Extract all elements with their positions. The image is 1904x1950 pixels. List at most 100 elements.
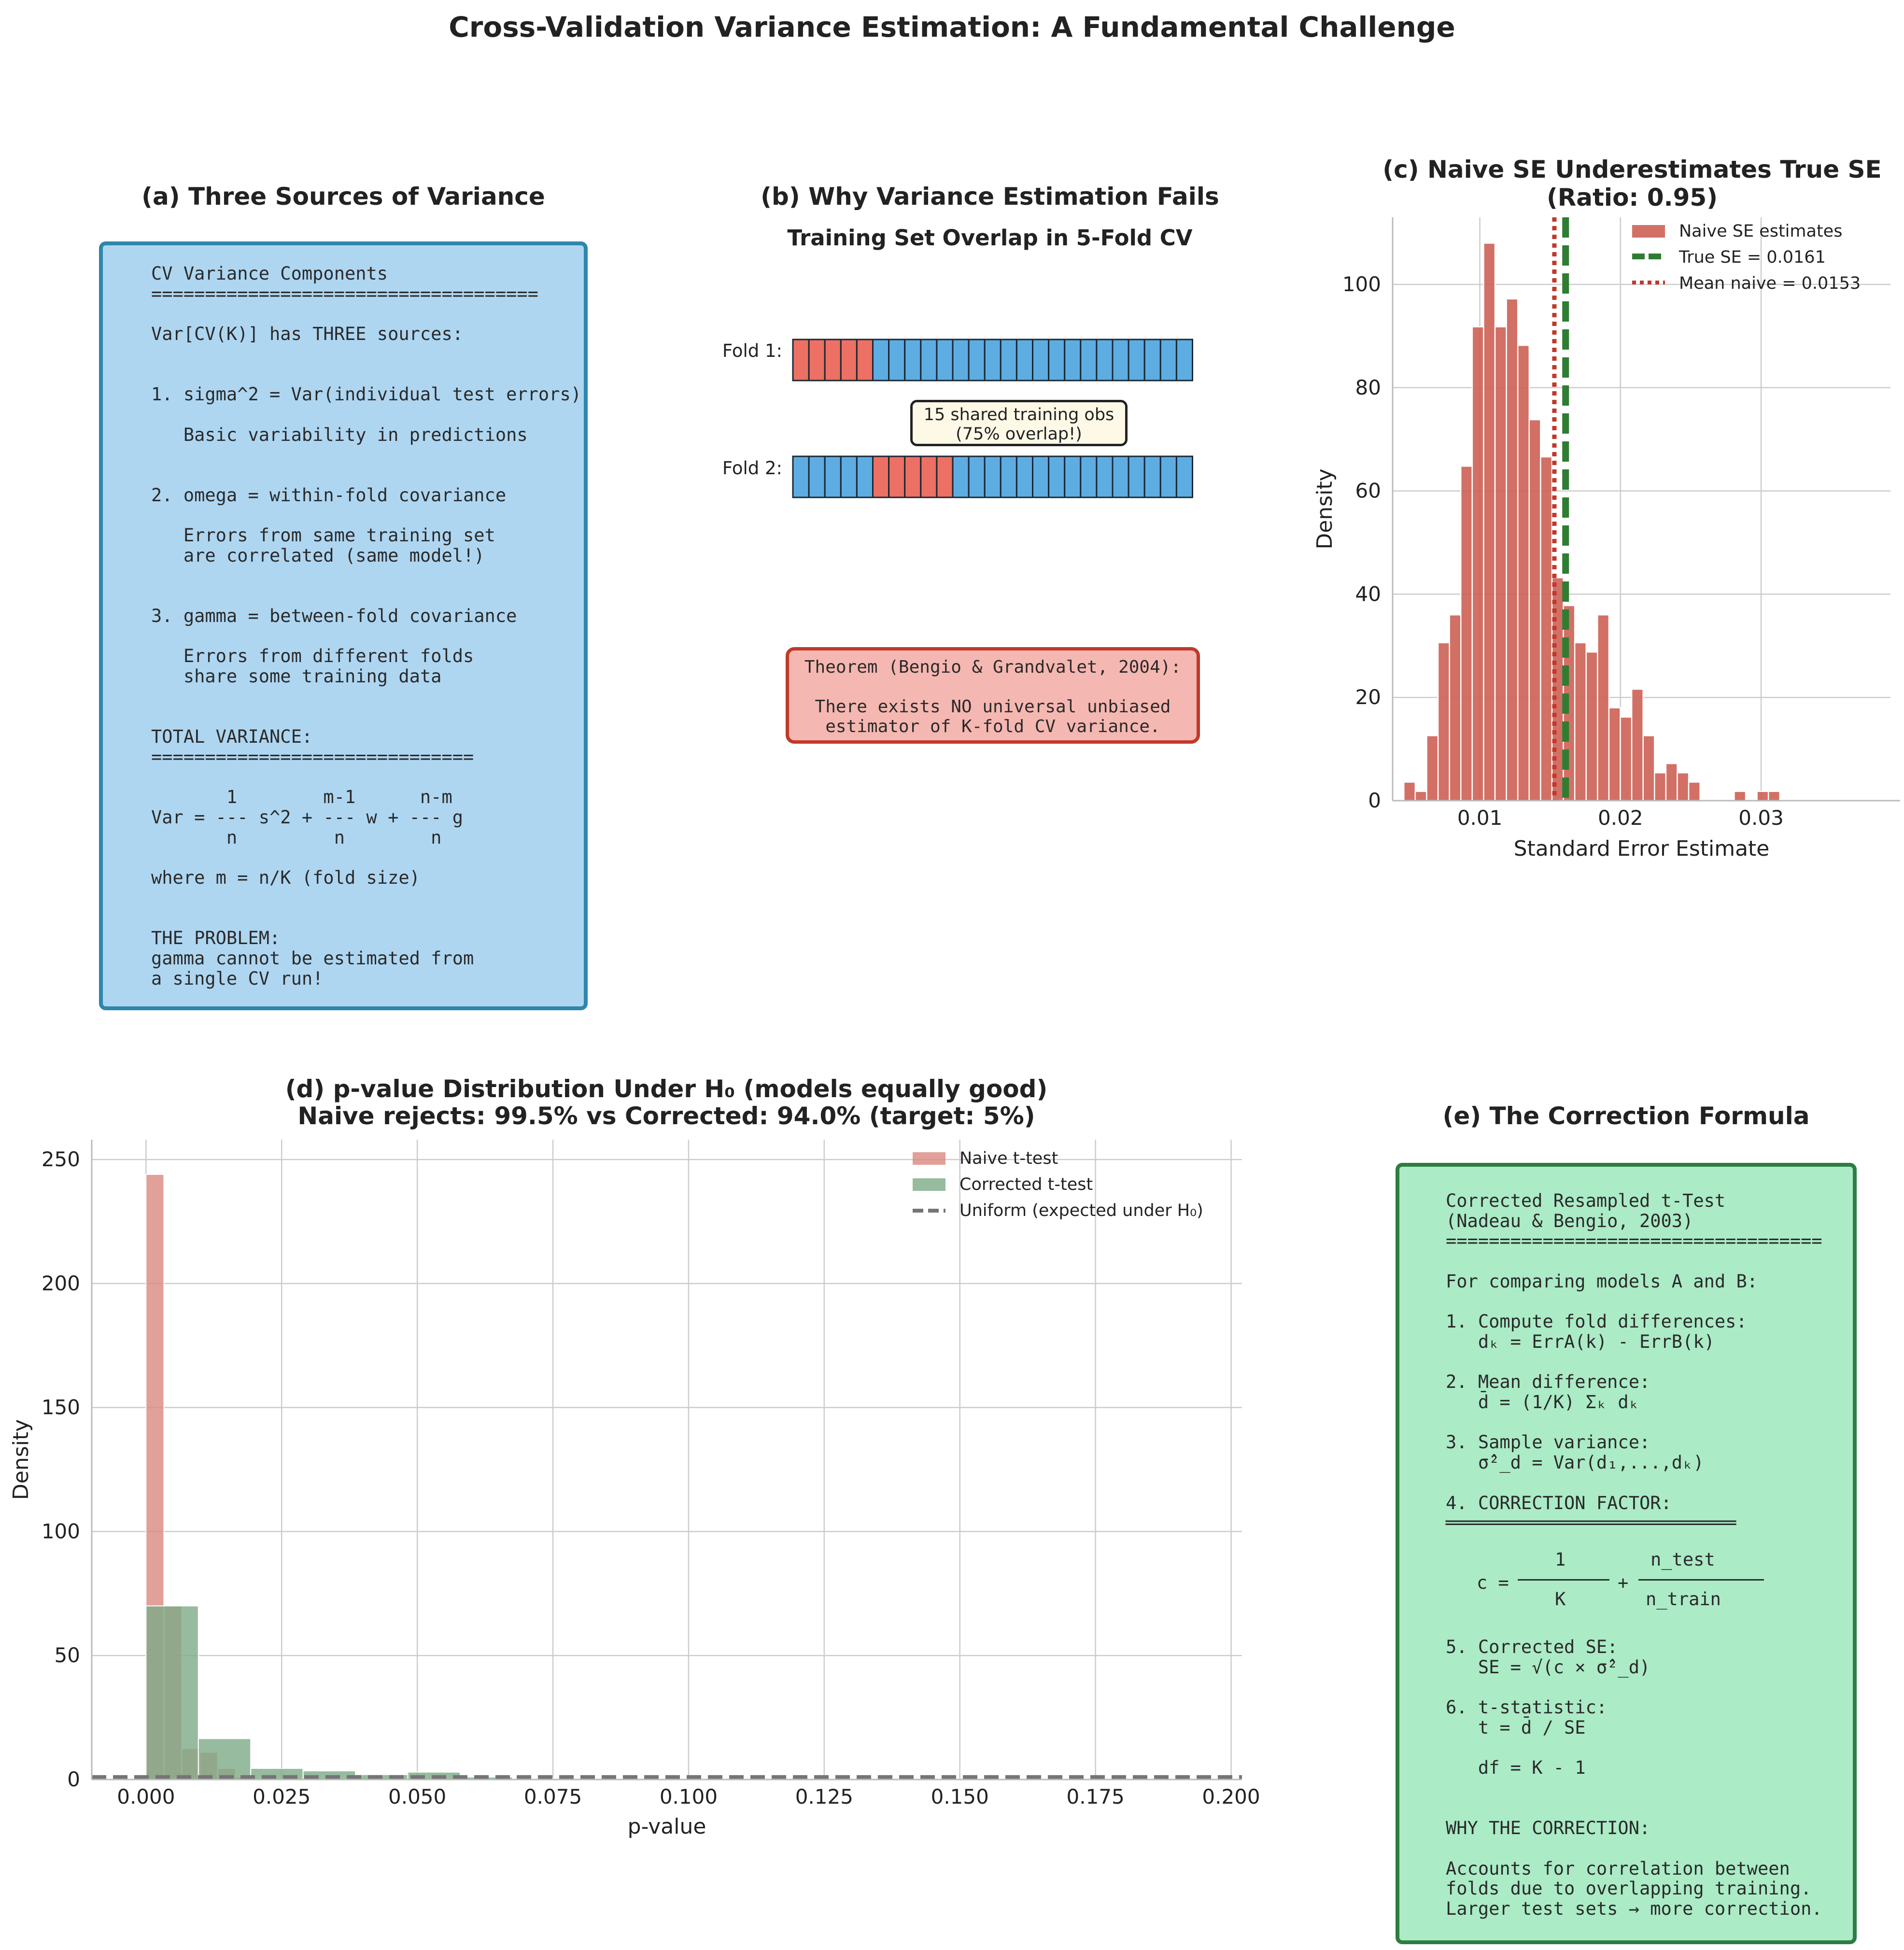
pvalue-histogram: 0.000 0.025 0.050 0.075 0.100 0.125 0.150 0.175… — [9, 1140, 1260, 1839]
histogram-bar — [1506, 298, 1519, 802]
x-tick-label: 0.050 — [388, 1785, 446, 1809]
y-tick-label: 250 — [42, 1147, 80, 1171]
formula-plus: + — [1618, 1572, 1629, 1593]
variance-components-line — [151, 626, 581, 647]
variance-components-line: TOTAL VARIANCE: — [151, 726, 313, 748]
correction-formula-line — [1446, 1292, 1822, 1312]
x-tick-label: 0.175 — [1067, 1785, 1125, 1809]
correction-formula-line: d̄ = (1/K) Σₖ dₖ — [1446, 1392, 1639, 1413]
correction-formula-line: 2. Mean difference: — [1446, 1371, 1650, 1393]
fold2-train-cell — [1128, 455, 1145, 498]
corrected-bar — [145, 1605, 199, 1780]
x-tick-label: 0.025 — [253, 1785, 310, 1809]
correction-steps-line — [1446, 1838, 1822, 1859]
panel-a-title: (a) Three Sources of Variance — [141, 183, 545, 211]
variance-components-line — [151, 888, 581, 908]
x-tick-label: 0.075 — [524, 1785, 582, 1809]
variance-components-line: Errors from different folds — [151, 646, 474, 667]
x-tick-label: 0.200 — [1202, 1785, 1260, 1809]
x-tick-label: 0.000 — [117, 1785, 175, 1809]
correction-formula-line: For comparing models A and B: — [1446, 1271, 1758, 1292]
x-tick-label: 0.03 — [1738, 806, 1784, 830]
fold2-train-cell — [824, 455, 842, 498]
panel-b-subtitle: Training Set Overlap in 5-Fold CV — [787, 225, 1193, 251]
formula-fraction-bar1 — [1518, 1579, 1609, 1581]
histogram-bar — [1756, 791, 1769, 802]
formula-den2: n_train — [1646, 1589, 1721, 1610]
fold1-train-cell — [1159, 339, 1177, 382]
formula-fraction-bar2 — [1638, 1579, 1764, 1581]
histogram-bar — [1734, 791, 1747, 802]
panel-c-title-line2: (Ratio: 0.95) — [1546, 184, 1718, 212]
y-tick-label: 20 — [1355, 685, 1381, 709]
correction-steps-line — [1446, 1738, 1822, 1758]
variance-components-line: n n n — [151, 827, 442, 848]
histogram-bar — [1528, 419, 1541, 802]
histogram-bar — [1642, 735, 1655, 802]
variance-components-line — [151, 405, 581, 425]
variance-components-line: THE PROBLEM: — [151, 928, 281, 949]
correction-steps-line: SE = √(c × σ̂²_d) — [1446, 1656, 1650, 1678]
fold1-train-cell — [1032, 339, 1050, 382]
correction-formula-line — [1446, 1473, 1822, 1493]
figure-suptitle: Cross-Validation Variance Estimation: A … — [449, 11, 1455, 43]
fold1-train-cell — [952, 339, 970, 382]
fold1-train-cell — [888, 339, 906, 382]
correction-formula-line: =================================== — [1446, 1230, 1822, 1252]
correction-steps-line: Larger test sets → more correction. — [1446, 1898, 1822, 1920]
fold2-train-cell — [968, 455, 986, 498]
histogram-bar — [1494, 326, 1507, 802]
fold1-train-cell — [920, 339, 938, 382]
variance-components-box: CV Variance Components ==================… — [99, 241, 588, 1010]
formula-den1: K — [1555, 1589, 1566, 1610]
overlap-line1: 15 shared training obs — [923, 405, 1114, 424]
fold2-train-cell — [1048, 455, 1066, 498]
fold2-train-cell — [840, 455, 858, 498]
histogram-bar — [1574, 642, 1587, 802]
variance-components-line — [151, 465, 581, 485]
fold1-test-cell — [808, 339, 826, 382]
fold2-train-cell — [1143, 455, 1161, 498]
histogram-bar — [1767, 791, 1781, 802]
fold1-train-cell — [1000, 339, 1017, 382]
fold2-train-cell — [984, 455, 1001, 498]
formula-c: c = — [1477, 1572, 1509, 1593]
histogram-bar — [1426, 735, 1439, 802]
correction-formula-line: σ̂²_d = Var(d₁,...,dₖ) — [1446, 1452, 1704, 1473]
histogram-bar — [1437, 642, 1450, 802]
variance-components-text: CV Variance Components ==================… — [151, 264, 581, 989]
legend-swatch-naive — [1632, 225, 1665, 238]
variance-components-line — [151, 767, 581, 788]
variance-components-line: gamma cannot be estimated from — [151, 947, 474, 969]
histogram-bar — [1483, 242, 1496, 802]
variance-components-line — [151, 505, 581, 525]
legend-label: Corrected t-test — [959, 1175, 1093, 1194]
fold2-test-cell — [920, 455, 938, 498]
variance-components-line: 3. gamma = between-fold covariance — [151, 605, 517, 626]
histogram-bar — [1414, 791, 1427, 802]
legend-label: Uniform (expected under H₀) — [959, 1201, 1203, 1220]
variance-components-line: are correlated (same model!) — [151, 545, 485, 566]
histogram-bar — [1517, 344, 1530, 802]
variance-components-line: Errors from same training set — [151, 525, 495, 546]
fold1-train-cell — [1048, 339, 1066, 382]
fold1-test-cell — [824, 339, 842, 382]
correction-steps-line: 5. Corrected SE: — [1446, 1637, 1618, 1657]
variance-components-line: Basic variability in predictions — [151, 424, 528, 445]
correction-steps-line: folds due to overlapping training. — [1446, 1878, 1812, 1899]
variance-components-line — [151, 687, 581, 707]
correction-formula-line — [1446, 1352, 1822, 1372]
correction-formula-line: 3. Sample variance: — [1446, 1432, 1650, 1453]
panel-d-title-line1: (d) p-value Distribution Under H₀ (model… — [285, 1075, 1048, 1103]
y-axis-label: Density — [1312, 468, 1337, 549]
panel-c-title-line1: (c) Naive SE Underestimates True SE — [1382, 155, 1882, 184]
fold2-test-cell — [872, 455, 890, 498]
variance-components-line — [151, 365, 581, 385]
histogram-bar — [1471, 326, 1484, 802]
fold1-train-cell — [936, 339, 954, 382]
correction-formula-line — [1446, 1251, 1822, 1272]
correction-steps-line — [1446, 1798, 1822, 1819]
fold1-row — [792, 339, 1194, 382]
histogram-bar — [1460, 466, 1473, 802]
correction-formula-line: 1. Compute fold differences: — [1446, 1311, 1747, 1332]
